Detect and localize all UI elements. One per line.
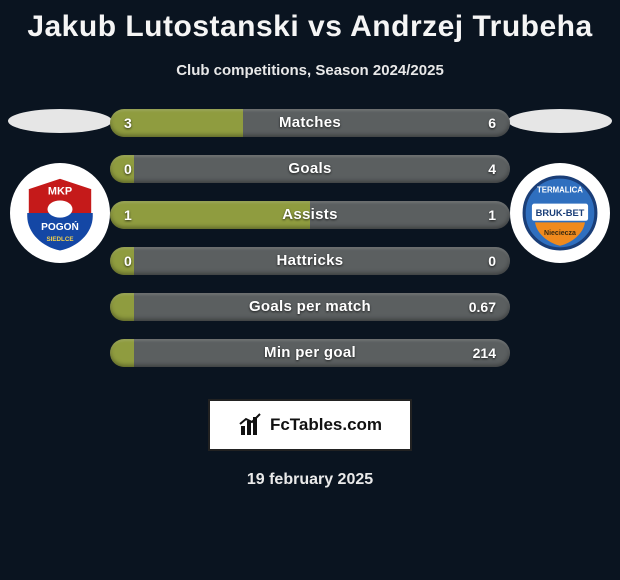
svg-text:BRUK-BET: BRUK-BET	[536, 208, 585, 218]
club-left-badge-circle: MKP POGOŃ SIEDLCE	[10, 163, 110, 263]
svg-text:TERMALICA: TERMALICA	[537, 186, 583, 195]
player-left-silhouette	[8, 109, 112, 133]
stat-row: 0.67Goals per match	[110, 293, 510, 321]
page-title: Jakub Lutostanski vs Andrzej Trubeha	[0, 0, 620, 44]
stat-row: 04Goals	[110, 155, 510, 183]
stat-label: Goals per match	[110, 293, 510, 321]
stat-label: Assists	[110, 201, 510, 229]
club-right-badge-circle: TERMALICA BRUK-BET Nieciecza	[510, 163, 610, 263]
comparison-arena: MKP POGOŃ SIEDLCE TERMALICA	[0, 109, 620, 389]
stat-row: 214Min per goal	[110, 339, 510, 367]
stat-label: Matches	[110, 109, 510, 137]
brand-box: FcTables.com	[208, 399, 412, 451]
stat-row: 36Matches	[110, 109, 510, 137]
club-right-badge: TERMALICA BRUK-BET Nieciecza	[521, 174, 599, 252]
stat-label: Goals	[110, 155, 510, 183]
stat-bars: 36Matches 04Goals 11Assists 00Hattricks 0.67…	[110, 109, 510, 385]
svg-text:SIEDLCE: SIEDLCE	[46, 236, 73, 243]
date-text: 19 february 2025	[0, 471, 620, 489]
svg-text:POGOŃ: POGOŃ	[41, 220, 79, 233]
club-left-badge: MKP POGOŃ SIEDLCE	[21, 174, 99, 252]
player-left-column: MKP POGOŃ SIEDLCE	[0, 109, 120, 263]
player-right-column: TERMALICA BRUK-BET Nieciecza	[500, 109, 620, 263]
brand-text: FcTables.com	[270, 415, 382, 435]
chart-icon	[238, 412, 264, 438]
svg-text:Nieciecza: Nieciecza	[544, 230, 576, 237]
stat-row: 11Assists	[110, 201, 510, 229]
stat-label: Min per goal	[110, 339, 510, 367]
player-right-silhouette	[508, 109, 612, 133]
svg-text:MKP: MKP	[48, 185, 72, 197]
stat-row: 00Hattricks	[110, 247, 510, 275]
subtitle: Club competitions, Season 2024/2025	[0, 62, 620, 79]
stat-label: Hattricks	[110, 247, 510, 275]
